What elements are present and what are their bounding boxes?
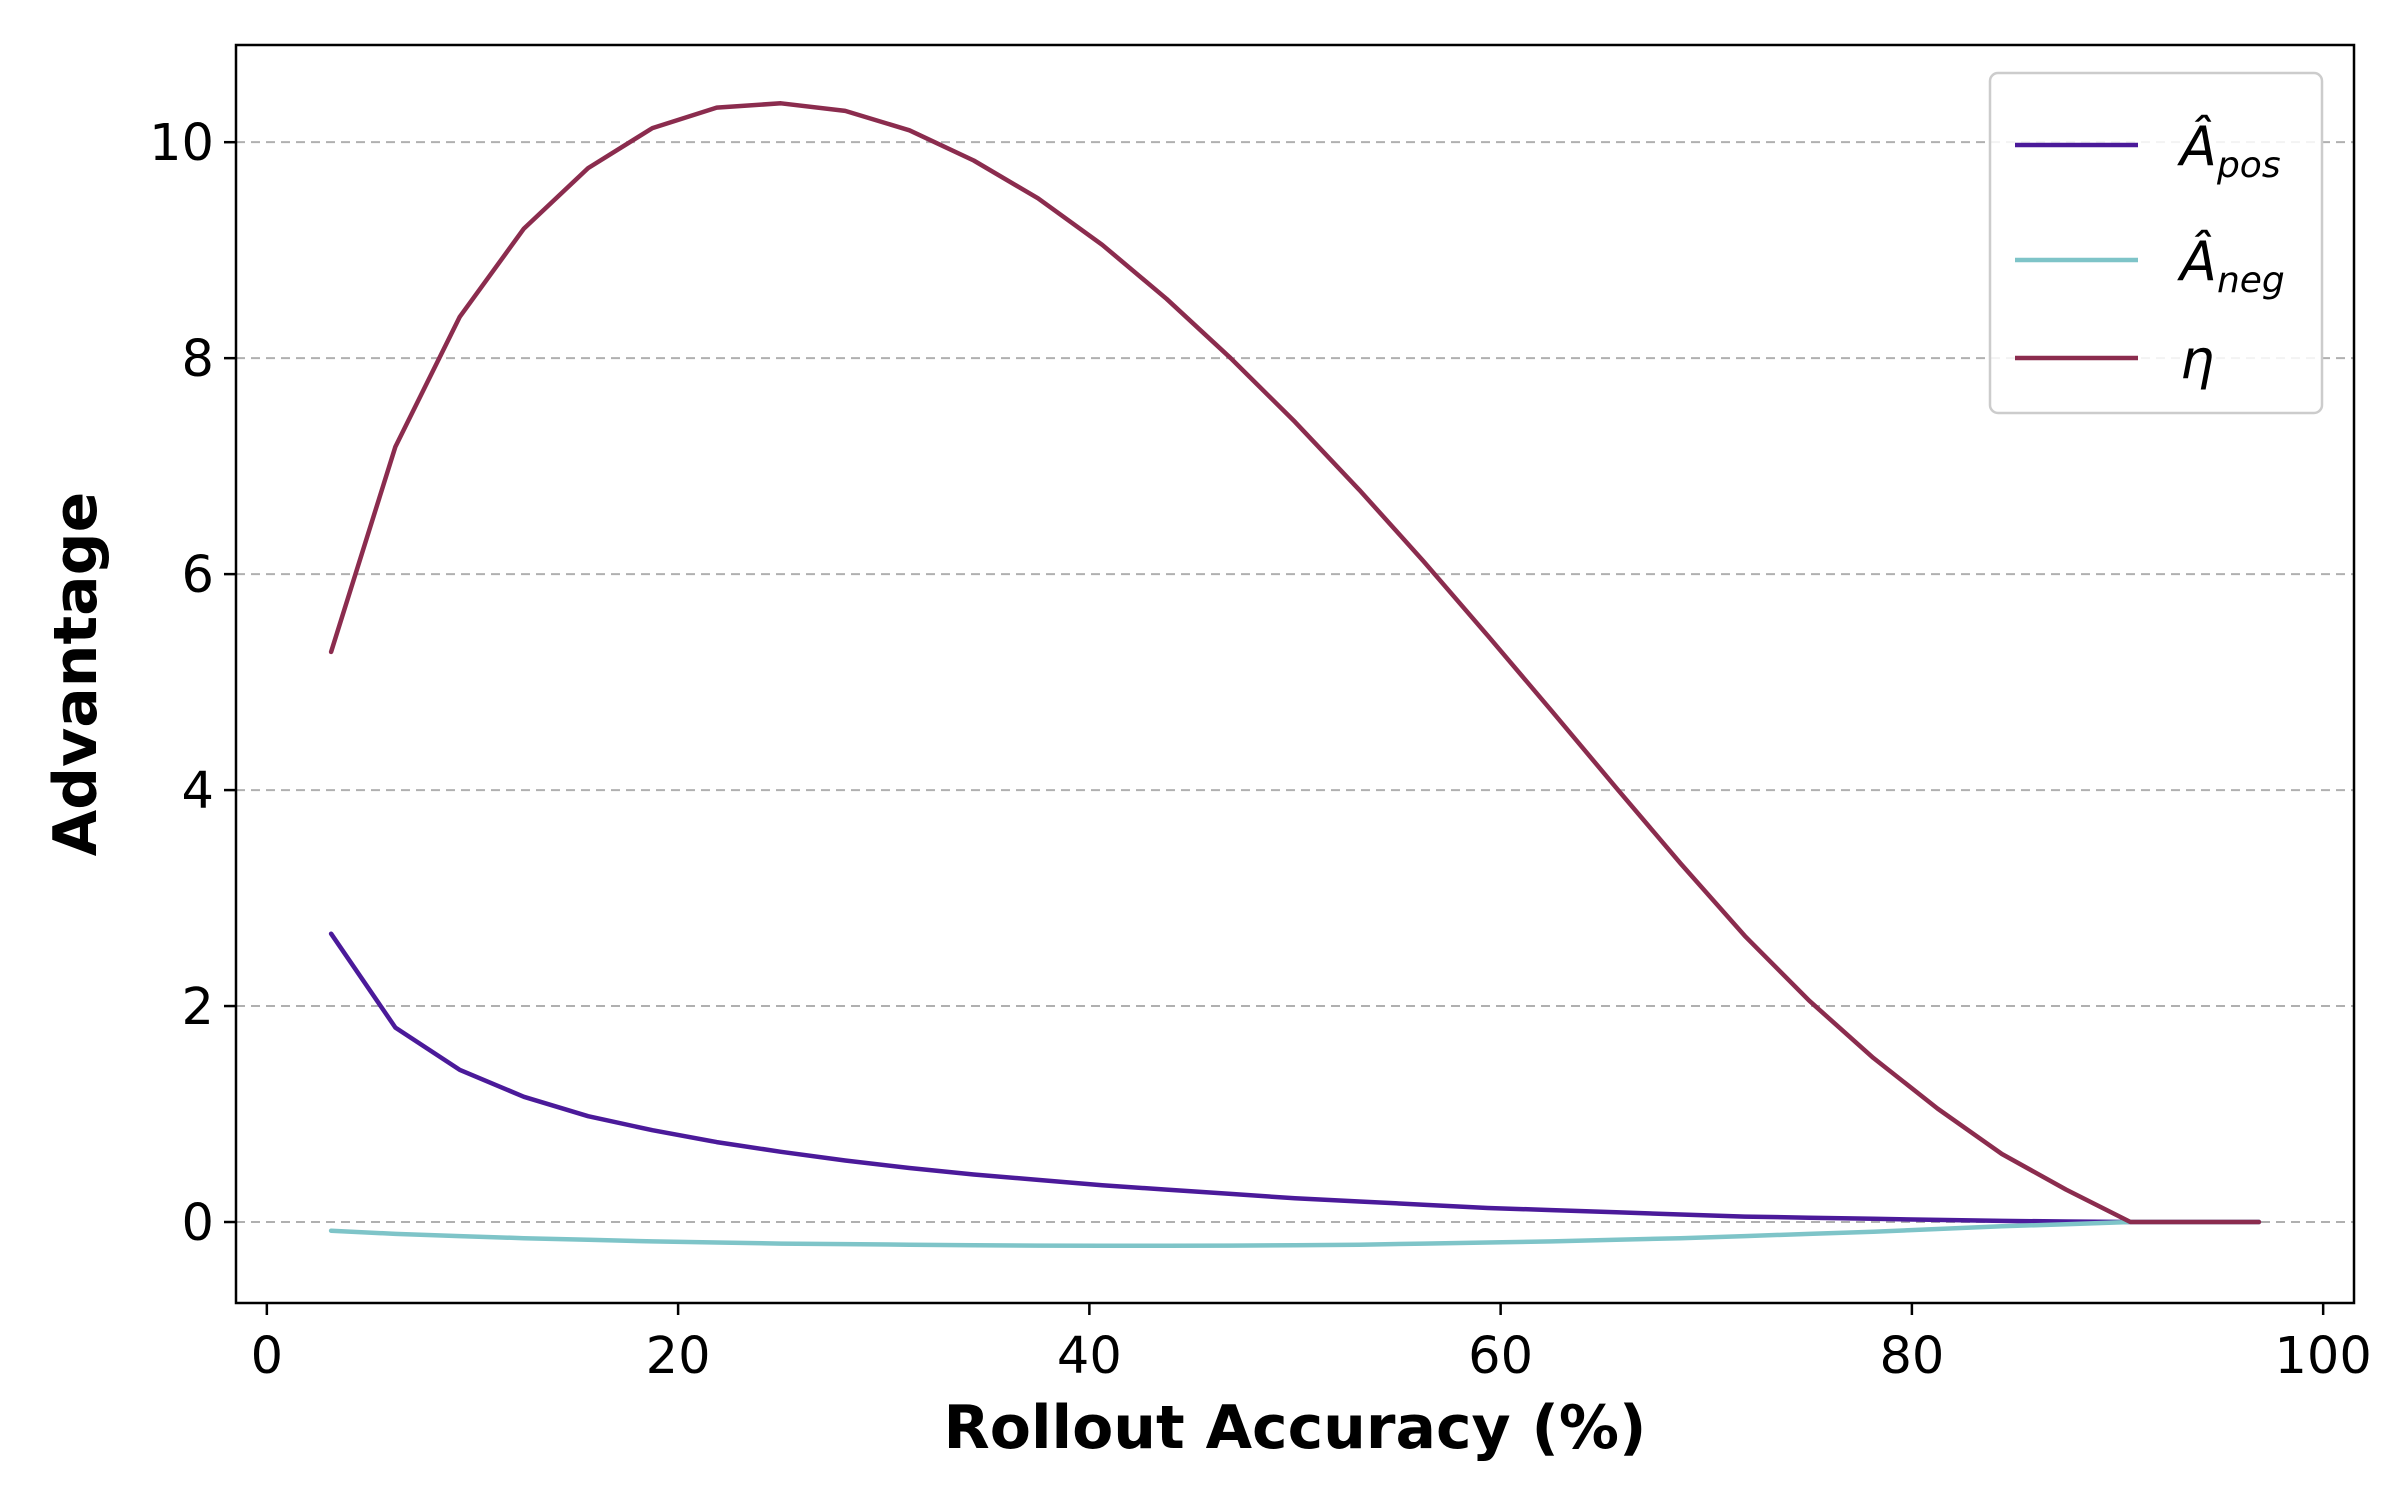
legend-label: Âpos [2177,115,2281,186]
y-tick-label: 0 [182,1194,214,1253]
legend-label: Âneg [2177,230,2285,301]
legend: Âpos Âneg η [1988,71,2324,415]
x-axis-title: Rollout Accuracy (%) [944,1393,1647,1463]
y-tick-label: 10 [149,114,214,173]
x-tick-label: 60 [1468,1327,1533,1386]
y-tick-label: 6 [182,546,214,605]
series-line-pos [328,931,2262,1225]
x-tick-label: 0 [251,1327,283,1386]
x-tick-label: 100 [2274,1327,2371,1386]
y-tick-label: 2 [182,978,214,1037]
x-tick-label: 20 [646,1327,711,1386]
series-line-neg [328,1219,2262,1249]
plot-frame [234,43,2356,1305]
legend-box [1988,71,2324,415]
grid-lines [236,141,2354,1224]
y-axis-title: Advantage [41,492,111,857]
y-tick-label: 8 [182,330,214,389]
series-lines [328,101,2262,1249]
x-tick-label: 80 [1879,1327,1944,1386]
series-line-eta [328,101,2262,1225]
x-tick-label: 40 [1057,1327,1122,1386]
legend-label: η [2180,328,2214,391]
y-tick-label: 4 [182,762,214,821]
